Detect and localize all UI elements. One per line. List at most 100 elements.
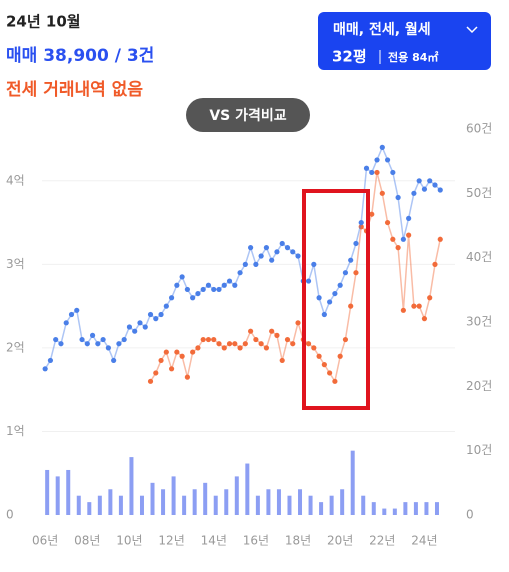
x-tick-label: 16년 — [243, 534, 269, 548]
volume-bar — [434, 502, 439, 515]
price-point — [47, 357, 54, 364]
price-point — [395, 245, 401, 251]
price-point — [258, 253, 264, 259]
x-tick-label: 10년 — [116, 534, 142, 548]
volume-bar — [234, 476, 239, 515]
price-point — [337, 282, 343, 288]
price-point — [263, 345, 270, 351]
price-point — [411, 190, 417, 196]
price-point — [105, 345, 111, 351]
price-point — [226, 278, 233, 284]
price-point — [163, 349, 169, 355]
volume-bar — [97, 495, 102, 515]
compare-button[interactable]: VS 가격비교 — [186, 98, 310, 132]
y2-tick-label: 50건 — [466, 186, 492, 200]
price-point — [63, 320, 69, 326]
sale-summary: 매매 38,900 / 3건 — [6, 46, 154, 66]
price-point — [384, 219, 391, 226]
price-point — [242, 341, 248, 347]
price-point — [353, 240, 359, 247]
y-tick-label: 1억 — [6, 424, 25, 438]
price-point — [163, 303, 169, 309]
filter-button[interactable]: 매매, 전세, 월세 32평 전용 84㎡ — [318, 12, 491, 70]
price-point — [79, 336, 85, 343]
price-point — [216, 341, 222, 347]
price-point — [290, 249, 296, 255]
price-point — [411, 303, 417, 309]
price-point — [332, 290, 338, 297]
y-tick-label: 0 — [6, 508, 14, 522]
price-point — [416, 178, 422, 184]
price-point — [316, 353, 322, 359]
price-point — [363, 165, 370, 171]
price-point — [53, 336, 59, 343]
chevron — [466, 26, 478, 34]
price-point — [395, 194, 401, 201]
price-point — [253, 336, 259, 343]
filter-types: 매매, 전세, 월세 — [333, 21, 431, 38]
price-point — [205, 336, 212, 343]
price-point — [253, 261, 259, 267]
price-point — [237, 270, 243, 276]
y-tick-label: 3억 — [6, 257, 25, 271]
price-point — [132, 328, 138, 334]
price-point — [311, 261, 317, 267]
price-point — [68, 311, 75, 318]
volume-bar — [255, 495, 260, 515]
volume-bar — [319, 502, 324, 515]
price-point — [332, 378, 338, 384]
y2-tick-label: 0 — [466, 508, 474, 522]
y2-tick-label: 40건 — [466, 250, 492, 264]
price-point — [348, 257, 354, 263]
price-point — [184, 286, 190, 293]
price-point — [316, 295, 322, 301]
volume-bar — [350, 450, 355, 515]
price-point — [400, 236, 406, 242]
price-point — [421, 186, 428, 192]
price-point — [111, 357, 117, 364]
volume-bar — [118, 495, 123, 515]
y2-tick-label: 20건 — [466, 379, 492, 393]
price-point — [290, 341, 296, 347]
price-point — [179, 353, 185, 359]
price-point — [406, 232, 412, 238]
price-point — [374, 169, 380, 176]
volume-bar — [392, 508, 397, 515]
price-point — [263, 245, 270, 251]
price-point — [226, 341, 233, 347]
price-point — [248, 328, 254, 334]
volume-bar — [266, 489, 271, 515]
price-point — [311, 345, 317, 351]
price-point — [95, 341, 101, 347]
x-tick-label: 06년 — [32, 534, 58, 548]
price-point — [153, 316, 159, 322]
price-point — [158, 357, 164, 364]
volume-bar — [424, 502, 429, 515]
compare-bg — [186, 98, 310, 132]
price-point — [232, 282, 238, 288]
y2-tick-label: 60건 — [466, 122, 492, 136]
volume-bar — [87, 502, 92, 515]
volume-bar — [382, 508, 387, 515]
jeonse-summary: 전세 거래내역 없음 — [6, 80, 143, 100]
price-point — [369, 169, 375, 176]
price-point — [427, 295, 433, 301]
price-point — [158, 311, 164, 318]
price-point — [211, 336, 217, 343]
price-point — [274, 332, 280, 338]
price-point — [416, 303, 422, 309]
x-tick-label: 20년 — [327, 534, 353, 548]
price-point — [190, 295, 196, 301]
price-point — [84, 341, 90, 347]
price-point — [269, 328, 275, 334]
price-point — [200, 286, 206, 293]
price-point — [221, 345, 227, 351]
price-point — [384, 157, 391, 163]
price-point — [321, 362, 327, 368]
volume-bar — [245, 463, 250, 515]
price-point — [379, 190, 385, 196]
plot: 0 1억 2억 3억 4억 06년 08년 10년 12년 14년 16년 18년 20년 22년 24년 0… — [6, 122, 492, 548]
price-point — [42, 366, 48, 372]
volume-bar — [403, 502, 408, 515]
